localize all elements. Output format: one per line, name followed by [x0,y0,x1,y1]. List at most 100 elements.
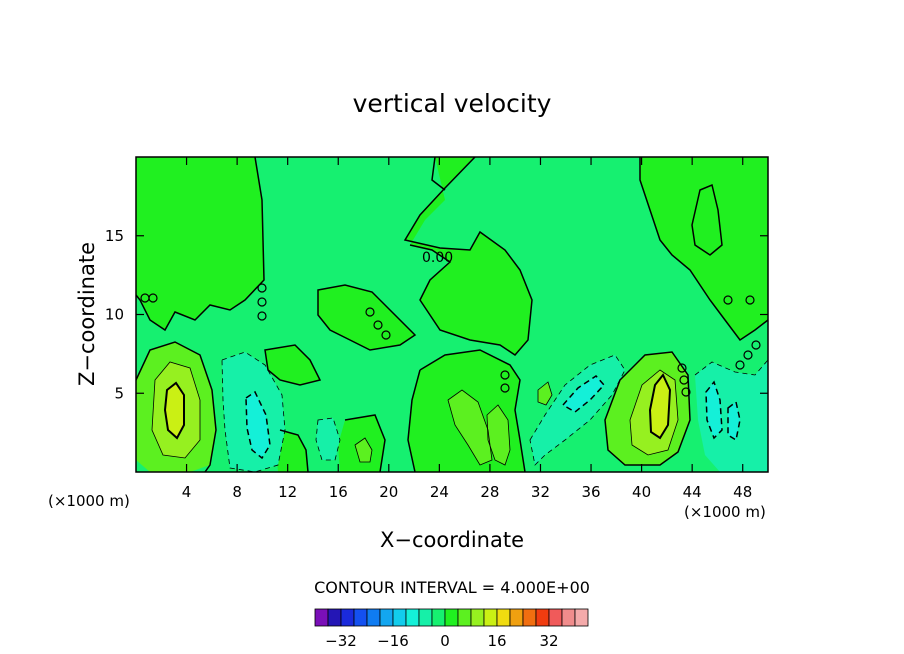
zero-contour-8 [419,349,526,472]
contour-plus-8 [648,373,672,440]
zero-loop [735,360,745,370]
downdraft-center-core [563,376,604,412]
zero-loop [365,307,375,317]
colorbar-swatch [483,608,498,627]
contour-interval-text: CONTOUR INTERVAL = 4.000E+00 [314,578,590,597]
colorbar-swatch [561,608,576,627]
contour-minus-8 [245,390,271,460]
updraft-center-c [538,382,552,405]
x-tick-label: 12 [278,483,297,501]
zero-loop [148,293,158,303]
colorbar-swatch [353,608,368,627]
region-mid-small [265,345,320,385]
downdraft-right-core2 [728,402,740,440]
zero-loop [257,297,267,307]
contour-plus-4 [354,437,373,463]
zero-contour-3 [431,157,446,191]
region-lower-mid [276,430,308,472]
zero-contour-9 [407,369,421,472]
contour-plus-4 [447,389,493,466]
colorbar-swatch [496,608,511,627]
zero-contour-2 [403,157,533,356]
region-upper-left [136,157,264,330]
colorbar-swatch [470,608,485,627]
y-axis: 5 10 15 [105,227,768,402]
zero-loop [751,340,761,350]
x-axis-label: X−coordinate [380,528,524,552]
contour-value-label: 0.00 [422,250,453,266]
zero-contour-4 [639,157,768,342]
updraft-left-core [165,383,184,438]
zero-contour-12 [279,429,309,472]
contour-plus-4 [151,361,201,459]
x-unit-left: (×1000 m) [48,492,130,510]
x-tick-label: 24 [430,483,449,501]
x-tick-label: 4 [182,483,192,501]
zero-contour-10 [136,341,217,472]
zero-loop [500,370,510,380]
colorbar-swatch [392,608,407,627]
colorbar-swatch [366,608,381,627]
contour-plus-4 [537,381,553,406]
x-tick-label: 32 [531,483,550,501]
colorbar-tick-label: 32 [539,632,558,650]
region-mid-left [318,285,415,350]
zero-contour-1 [136,157,265,332]
zero-loop [677,363,687,373]
contour-minus-4 [315,417,341,461]
zero-contour-7 [691,183,723,256]
updraft-center-b [487,405,510,465]
downdraft-small-a [316,418,340,460]
contour-plus-4 [629,369,679,456]
x-tick-label: 48 [733,483,752,501]
downdraft-right-core [706,382,722,438]
colorbar-tick-label: −16 [377,632,409,650]
contour-plus-8 [163,381,185,440]
zero-contour-5 [317,284,417,351]
x-tick-label: 36 [581,483,600,501]
x-tick-label: 28 [480,483,499,501]
x-tick-label: 20 [379,483,398,501]
colorbar-swatch [418,608,433,627]
zero-contour-11 [604,351,691,466]
colorbar-swatch [431,608,446,627]
zero-loop [723,295,733,305]
colorbar-tick-label: 16 [487,632,506,650]
zero-loop [743,350,753,360]
y-tick-label: 10 [105,306,124,324]
colorbar-tick-label: −32 [325,632,357,650]
y-axis-label: Z−coordinate [75,242,99,386]
colorbar-swatch [340,608,355,627]
x-tick-label: 44 [683,483,702,501]
zero-loop [257,283,267,293]
colorbar-tick-labels: −32 −16 0 16 32 [325,632,558,650]
x-tick-label: 40 [632,483,651,501]
x-unit-right: (×1000 m) [684,503,766,521]
updraft-center-a [448,390,492,465]
colorbar-swatch [548,608,563,627]
x-tick-label: 8 [232,483,242,501]
colorbar-swatch [457,608,472,627]
contour-minus-8 [705,380,723,440]
contour-minus-8 [561,375,606,413]
contour-minus-4 [529,354,626,466]
zero-loop [373,320,383,330]
x-axis: 4 8 12 16 20 24 28 32 36 40 44 48 [182,157,752,501]
colorbar-swatch [405,608,420,627]
y-tick-label: 5 [114,384,124,402]
colorbar-swatch [509,608,524,627]
zero-loop [500,383,510,393]
colorbar-swatch [379,608,394,627]
colorbar [314,608,589,627]
chart-title: vertical velocity [353,89,552,118]
updraft-right-core [650,375,670,438]
colorbar-swatch [522,608,537,627]
zero-contour-6 [264,344,322,386]
zero-contour-13 [344,414,386,472]
zero-loop [745,295,755,305]
y-tick-label: 15 [105,227,124,245]
contour-minus-4 [221,351,286,472]
zero-loop [679,375,689,385]
colorbar-tick-label: 0 [440,632,450,650]
colorbar-swatch [535,608,550,627]
